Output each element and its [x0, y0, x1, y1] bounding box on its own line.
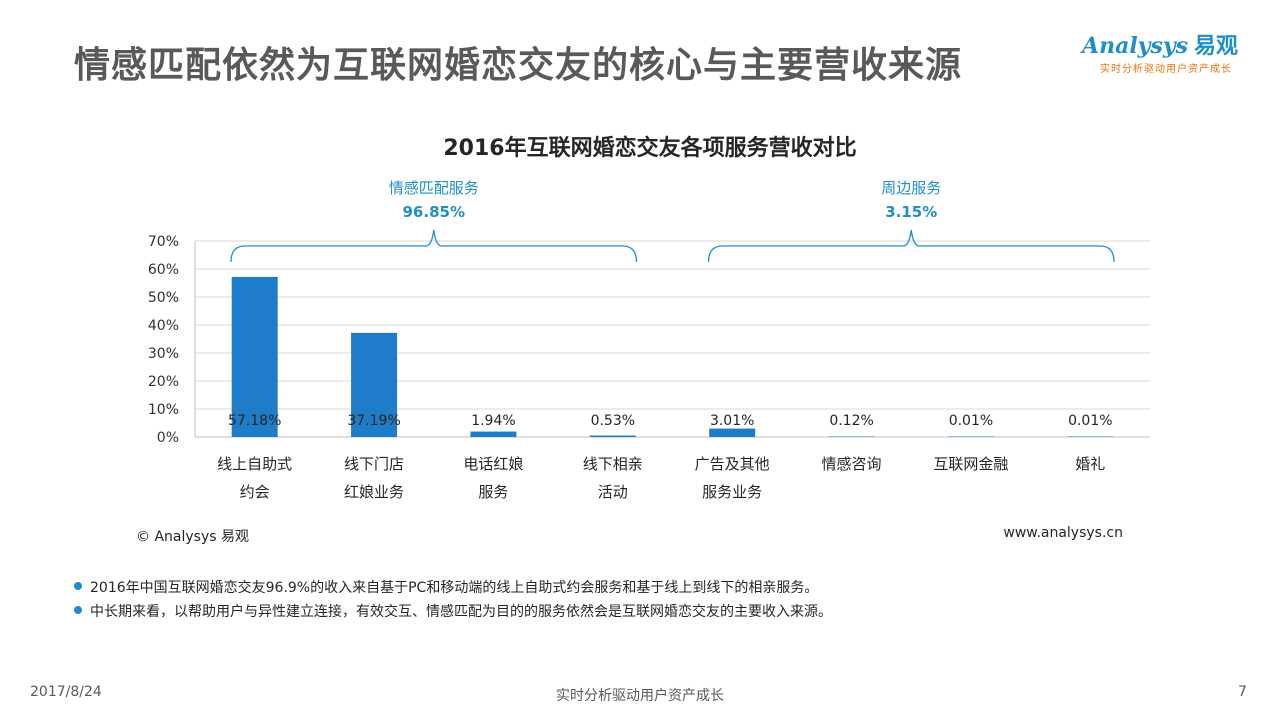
- bar: [828, 436, 875, 437]
- data-label: 1.94%: [471, 413, 515, 429]
- x-tick-label: 线上自助式: [217, 455, 292, 473]
- group-bracket: [707, 229, 1115, 263]
- x-tick-label: 活动: [598, 483, 628, 501]
- x-tick-label: 情感咨询: [822, 455, 882, 473]
- x-tick-label: 线下门店: [344, 455, 404, 473]
- logo-brand: Analysys: [1082, 33, 1189, 59]
- bullet-dot: [74, 582, 82, 590]
- chart-title: 2016年互联网婚恋交友各项服务营收对比: [443, 136, 857, 161]
- x-tick-label: 服务业务: [702, 483, 762, 501]
- source-copyright: © Analysys 易观: [136, 529, 249, 545]
- x-tick-label: 约会: [240, 483, 270, 501]
- bar: [231, 276, 278, 437]
- data-label: 0.01%: [1068, 413, 1112, 429]
- source-website: www.analysys.cn: [1003, 525, 1123, 541]
- bullet-dot: [74, 606, 82, 614]
- bar: [947, 436, 994, 437]
- x-tick-label: 互联网金融: [933, 455, 1008, 473]
- footer-date: 2017/8/24: [30, 684, 102, 700]
- footer-slogan: 实时分析驱动用户资产成长: [556, 688, 724, 704]
- data-label: 0.01%: [949, 413, 993, 429]
- data-label: 57.18%: [228, 413, 281, 429]
- bar: [589, 435, 636, 437]
- y-tick-label: 30%: [148, 346, 179, 362]
- y-tick-label: 70%: [148, 234, 179, 250]
- group-label: 情感匹配服务: [389, 179, 479, 197]
- y-tick-label: 60%: [148, 262, 179, 278]
- group-label: 周边服务: [881, 179, 941, 197]
- page-title: 情感匹配依然为互联网婚恋交友的核心与主要营收来源: [74, 45, 963, 86]
- group-bracket: [230, 229, 638, 263]
- logo-wordmark: Analysys 易观: [1082, 28, 1238, 60]
- page-number: 7: [1238, 684, 1247, 700]
- y-tick-label: 20%: [148, 374, 179, 390]
- data-label: 0.12%: [829, 413, 873, 429]
- data-label: 3.01%: [710, 413, 754, 429]
- bar: [351, 332, 398, 437]
- data-label: 0.53%: [591, 413, 635, 429]
- x-tick-label: 电话红娘: [463, 455, 523, 473]
- y-tick-label: 50%: [148, 290, 179, 306]
- y-tick-label: 10%: [148, 402, 179, 418]
- note-text: 中长期来看，以帮助用户与异性建立连接，有效交互、情感匹配为目的的服务依然会是互联…: [90, 604, 832, 620]
- bar: [1067, 436, 1114, 437]
- x-tick-label: 红娘业务: [344, 483, 404, 501]
- x-tick-label: 线下相亲: [583, 455, 643, 473]
- bar: [470, 431, 517, 437]
- note-text: 2016年中国互联网婚恋交友96.9%的收入来自基于PC和移动端的线上自助式约会…: [90, 580, 819, 596]
- bar: [709, 428, 756, 437]
- group-value: 96.85%: [403, 203, 465, 221]
- logo-brand-cn: 易观: [1194, 34, 1239, 59]
- note-item-2: 中长期来看，以帮助用户与异性建立连接，有效交互、情感匹配为目的的服务依然会是互联…: [74, 601, 832, 621]
- x-tick-label: 服务: [478, 483, 508, 501]
- logo-tagline: 实时分析驱动用户资产成长: [1100, 64, 1232, 75]
- y-tick-label: 40%: [148, 318, 179, 334]
- x-tick-label: 广告及其他: [695, 455, 770, 473]
- note-item-1: 2016年中国互联网婚恋交友96.9%的收入来自基于PC和移动端的线上自助式约会…: [74, 577, 818, 597]
- y-tick-label: 0%: [157, 430, 179, 446]
- data-label: 37.19%: [347, 413, 400, 429]
- analysys-logo: Analysys 易观 实时分析驱动用户资产成长: [1082, 28, 1252, 76]
- group-value: 3.15%: [885, 203, 937, 221]
- x-tick-label: 婚礼: [1075, 455, 1105, 473]
